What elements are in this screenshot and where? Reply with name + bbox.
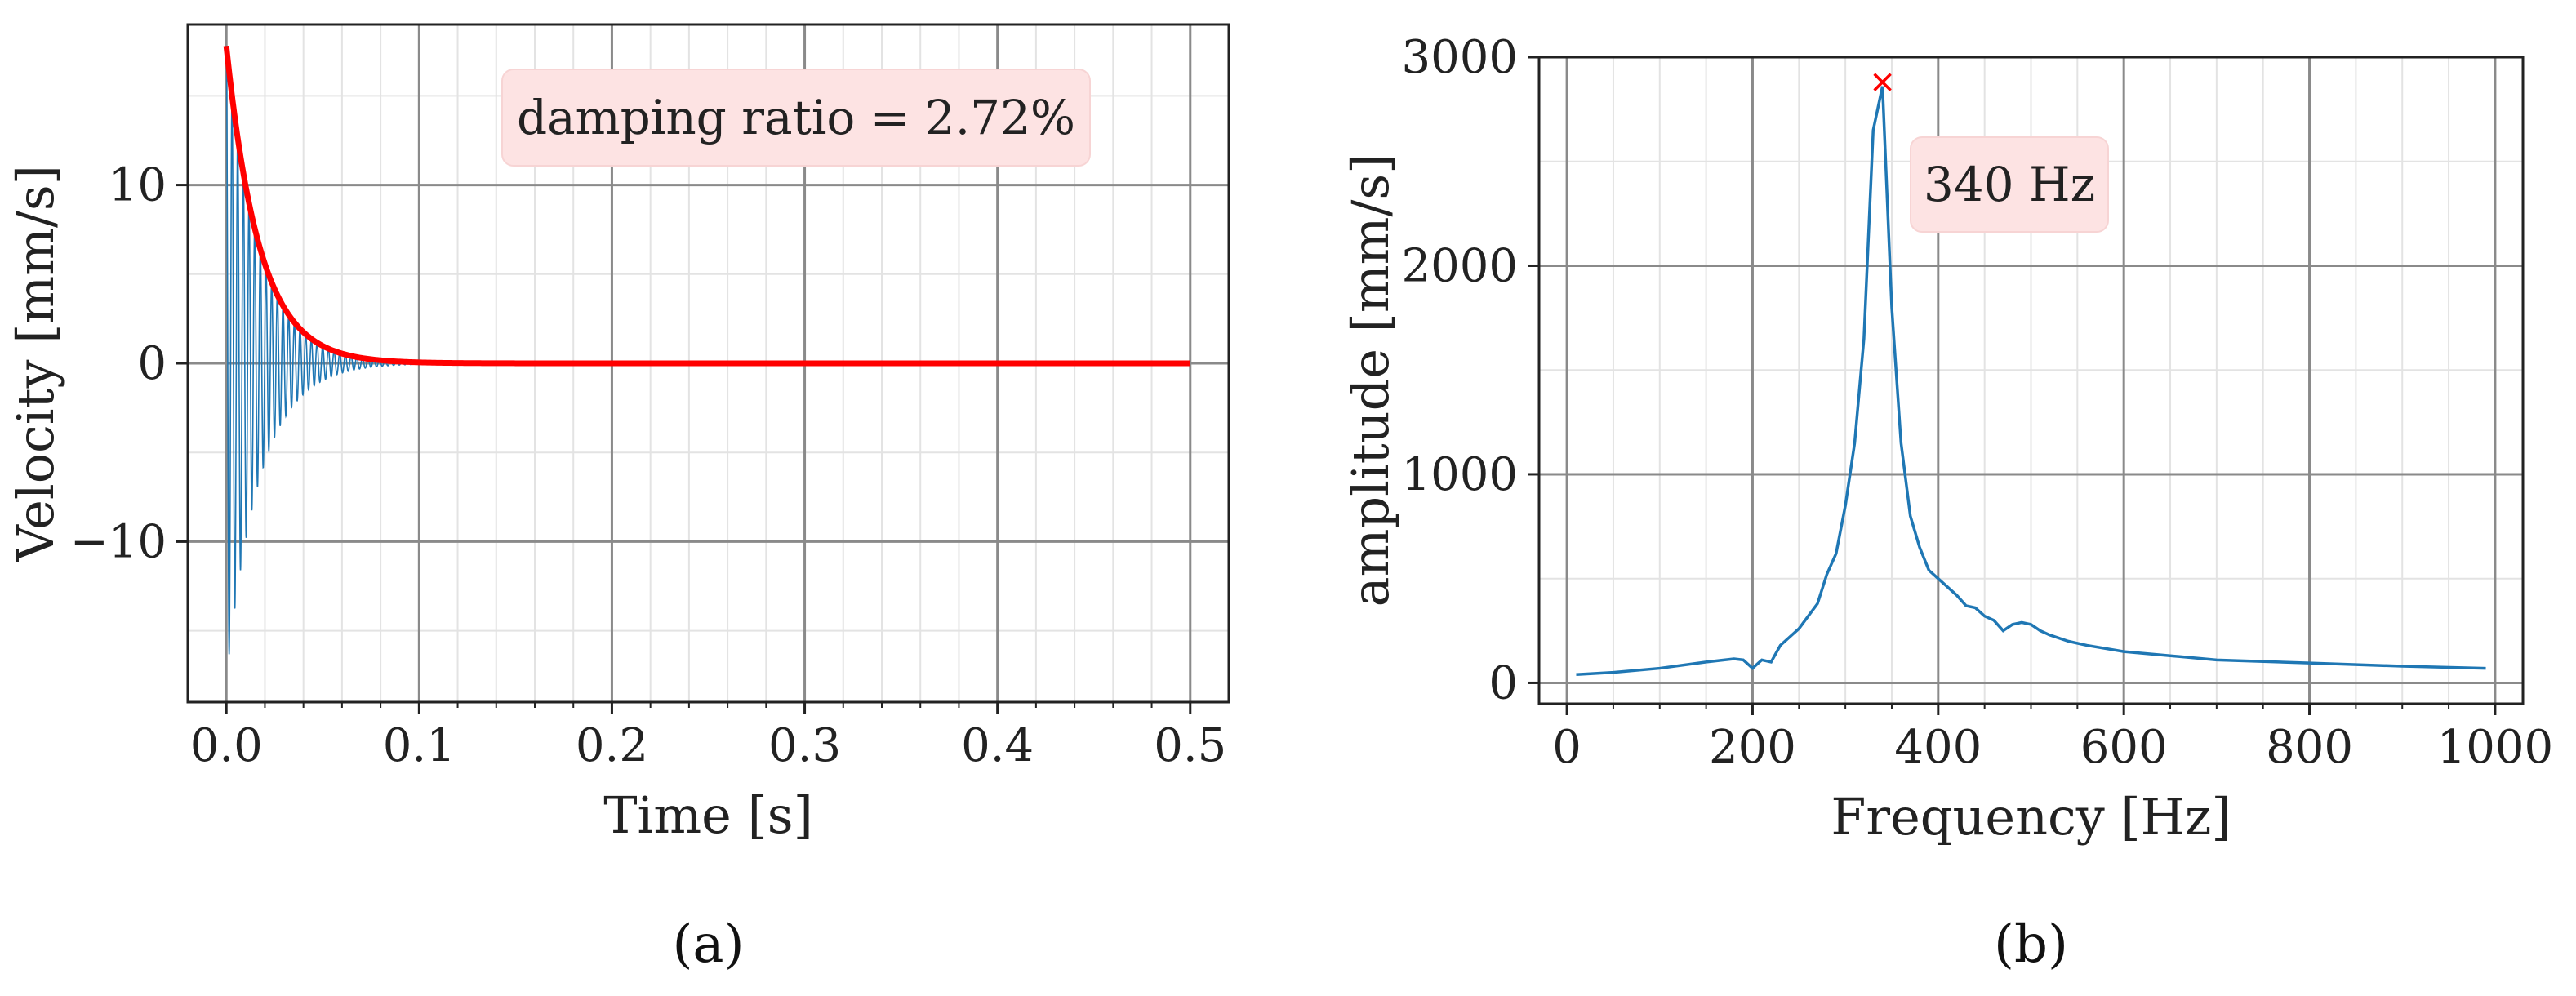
x-tick-label: 200 <box>1709 721 1796 774</box>
x-tick-label: 400 <box>1894 721 1982 774</box>
x-tick-label: 0.4 <box>961 719 1034 772</box>
y-tick-label: 2000 <box>1401 239 1518 292</box>
y-tick-label: 0 <box>1488 656 1518 709</box>
y-axis-label: amplitude [mm/s] <box>1341 154 1400 607</box>
x-axis-label: Time [s] <box>603 785 813 845</box>
annotation-box <box>501 69 1091 167</box>
panel-b-caption: (b) <box>1994 914 2068 975</box>
x-tick-label: 0 <box>1552 721 1582 774</box>
peak-marker <box>1873 73 1892 91</box>
annotation-box <box>1910 136 2109 233</box>
y-tick-label: 0 <box>137 337 167 390</box>
y-tick-label: −10 <box>70 515 167 568</box>
x-tick-label: 0.1 <box>383 719 456 772</box>
x-axis-label: Frequency [Hz] <box>1831 787 2231 847</box>
plot-area <box>223 45 1190 655</box>
damping-envelope-line <box>223 45 1190 367</box>
annotation-text: 340 Hz <box>1924 157 2095 212</box>
y-tick-label: 1000 <box>1401 448 1518 501</box>
y-tick-label: 3000 <box>1401 31 1518 84</box>
plot-area <box>1576 73 2486 676</box>
panel-b-chart: 0 200 400 600 800 1000 0 1000 2000 3000 340 Hz Fr… <box>1341 31 2553 975</box>
x-tick-label: 600 <box>2080 721 2168 774</box>
x-tick-label: 0.5 <box>1154 719 1226 772</box>
panel-a-caption: (a) <box>672 914 744 975</box>
annotation-text: damping ratio = 2.72% <box>517 90 1075 145</box>
y-axis-label: Velocity [mm/s] <box>6 165 65 562</box>
peak-frequency-annotation: 340 Hz <box>1910 136 2109 233</box>
spectrum-line <box>1576 86 2486 676</box>
x-tick-label: 0.0 <box>190 719 263 772</box>
x-tick-label: 0.3 <box>768 719 841 772</box>
x-tick-label: 1000 <box>2437 721 2554 774</box>
peak-marker-stroke <box>1873 73 1892 91</box>
panel-a-chart: 0.0 0.1 0.2 0.3 0.4 0.5 −10 0 10 damping ratio =… <box>6 23 1230 975</box>
tick-marks: 0 200 400 600 800 1000 0 1000 2000 3000 <box>1401 31 2553 774</box>
y-tick-label: 10 <box>109 159 167 212</box>
x-tick-label: 0.2 <box>576 719 648 772</box>
damping-ratio-annotation: damping ratio = 2.72% <box>501 69 1091 167</box>
x-tick-label: 800 <box>2266 721 2353 774</box>
tick-marks: 0.0 0.1 0.2 0.3 0.4 0.5 −10 0 10 <box>70 159 1226 772</box>
